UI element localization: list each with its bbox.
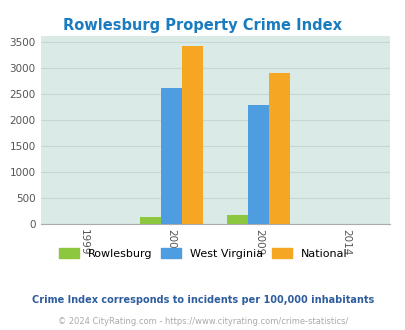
- Text: Rowlesburg Property Crime Index: Rowlesburg Property Crime Index: [63, 18, 342, 33]
- Bar: [181, 46, 202, 224]
- Bar: [248, 105, 269, 224]
- Text: Crime Index corresponds to incidents per 100,000 inhabitants: Crime Index corresponds to incidents per…: [32, 295, 373, 305]
- Bar: [140, 216, 161, 224]
- Legend: Rowlesburg, West Virginia, National: Rowlesburg, West Virginia, National: [54, 244, 351, 263]
- Bar: [269, 73, 290, 224]
- Bar: [161, 87, 181, 224]
- Text: © 2024 CityRating.com - https://www.cityrating.com/crime-statistics/: © 2024 CityRating.com - https://www.city…: [58, 317, 347, 326]
- Bar: [227, 215, 248, 224]
